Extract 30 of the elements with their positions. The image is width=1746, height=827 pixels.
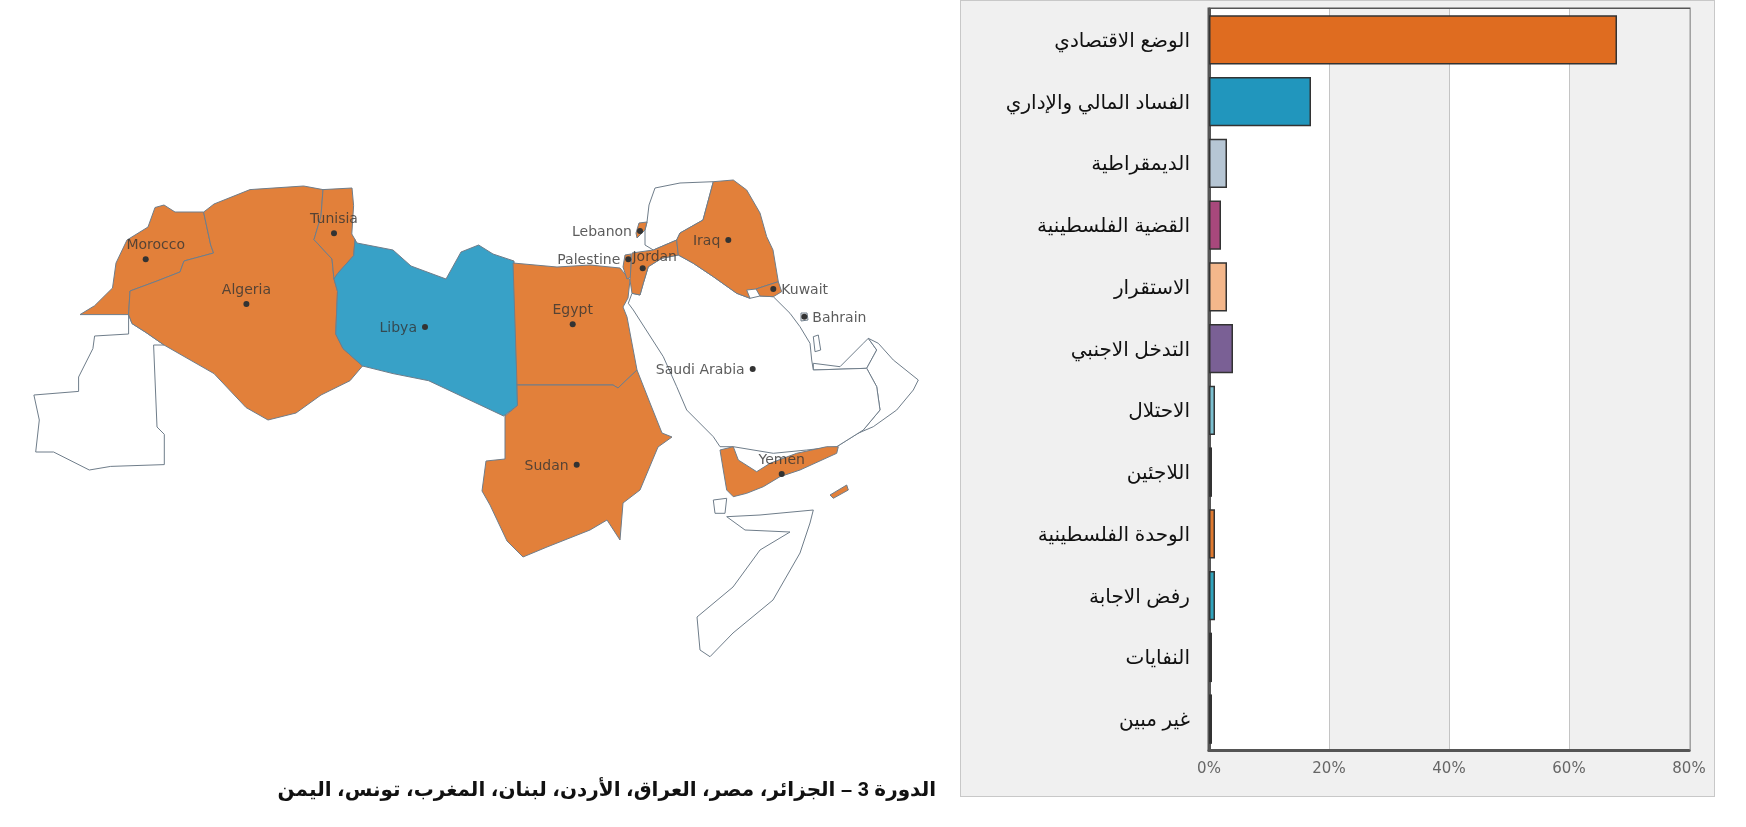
x-tick-label: 20% [1312,758,1346,777]
y-tick-label: رفض الاجابة [1089,584,1190,608]
x-tick-label: 60% [1552,758,1586,777]
category-label: Jordan [631,248,677,265]
y-tick-label: الاستقرار [1112,275,1190,299]
x-tick-label: 0% [1197,758,1221,777]
category-label: Iraq [692,232,721,248]
y-tick-label: الوحدة الفلسطينية [1037,522,1190,546]
y-tick-label: التدخل الاجنبي [1070,337,1190,362]
category-label: Libya [379,319,417,335]
text: الدورة 3 – الجزائر، مصر، العراق، الأردن، لبنان، المغرب، تونس، اليمن [277,776,937,801]
category-label: Palestine [557,251,621,268]
category-label: Sudan [524,456,569,473]
category-label: Morocco [126,236,186,253]
y-tick-label: غير مبين [1118,708,1190,732]
y-tick-label: الوضع الاقتصادي [1054,28,1190,53]
category-label: Algeria [221,281,271,297]
category-label: Bahrain [812,308,867,325]
category-label: Egypt [552,301,594,318]
y-tick-label: النفايات [1125,646,1190,669]
category-label: Kuwait [781,281,829,297]
x-tick-label: 40% [1432,758,1466,777]
category-label: Saudi Arabia [655,361,745,377]
y-tick-label: القضية الفلسطينية [1037,214,1190,237]
category-label: Lebanon [572,223,632,239]
y-tick-label: الفساد المالي والإداري [1005,90,1190,115]
y-tick-label: الديمقراطية [1091,152,1190,176]
y-tick-label: اللاجئين [1126,461,1190,485]
y-tick-label: الاحتلال [1128,399,1190,422]
x-tick-label: 80% [1672,758,1706,777]
